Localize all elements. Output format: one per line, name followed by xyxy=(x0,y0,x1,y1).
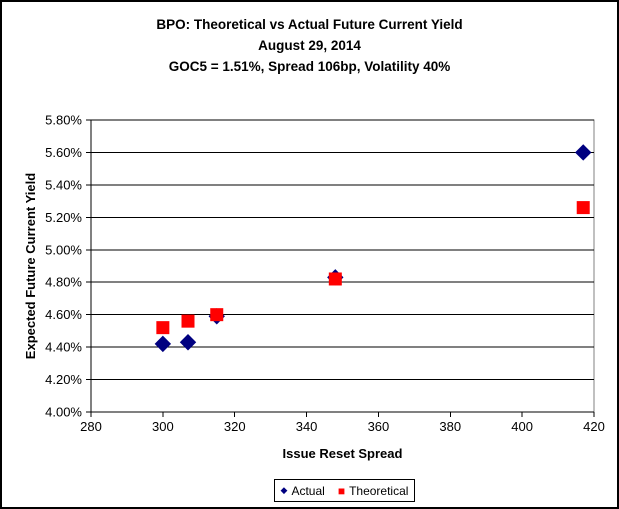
y-tick-label: 4.20% xyxy=(45,372,82,387)
y-tick-label: 4.60% xyxy=(45,307,82,322)
data-point-theoretical xyxy=(156,321,170,335)
chart-subtitle-date: August 29, 2014 xyxy=(258,38,361,53)
legend-item-actual: ◆ Actual xyxy=(281,484,325,498)
y-tick-label: 5.00% xyxy=(45,242,82,257)
square-icon: ■ xyxy=(337,483,346,498)
y-tick-label: 5.60% xyxy=(45,145,82,160)
chart-title-block: BPO: Theoretical vs Actual Future Curren… xyxy=(2,14,617,77)
data-point-theoretical xyxy=(210,308,224,322)
data-point-actual xyxy=(575,144,592,161)
x-tick-label: 340 xyxy=(296,419,318,434)
legend: ◆ Actual ■ Theoretical xyxy=(274,479,415,502)
legend-label-actual: Actual xyxy=(291,483,325,498)
y-tick-label: 4.40% xyxy=(45,340,82,355)
x-tick-label: 380 xyxy=(439,419,461,434)
chart-subtitle-params: GOC5 = 1.51%, Spread 106bp, Volatility 4… xyxy=(168,59,451,74)
y-tick-label: 5.40% xyxy=(45,177,82,192)
x-tick-label: 280 xyxy=(80,419,102,434)
y-tick-label: 5.20% xyxy=(45,210,82,225)
y-tick-label: 4.80% xyxy=(45,275,82,290)
x-axis-title: Issue Reset Spread xyxy=(282,446,403,461)
legend-label-theoretical: Theoretical xyxy=(349,483,409,498)
data-point-theoretical xyxy=(576,201,590,215)
x-tick-label: 300 xyxy=(152,419,174,434)
data-point-actual xyxy=(179,334,197,351)
y-tick-label: 5.80% xyxy=(45,113,82,128)
data-point-theoretical xyxy=(328,272,342,286)
data-point-theoretical xyxy=(181,314,195,328)
data-point-actual xyxy=(154,335,172,353)
x-tick-label: 360 xyxy=(368,419,390,434)
x-tick-label: 420 xyxy=(583,419,605,434)
chart-title: BPO: Theoretical vs Actual Future Curren… xyxy=(156,17,463,32)
y-tick-label: 4.00% xyxy=(45,405,82,420)
x-tick-label: 400 xyxy=(511,419,533,434)
x-tick-label: 320 xyxy=(224,419,246,434)
plot-border xyxy=(90,119,595,413)
diamond-icon: ◆ xyxy=(280,485,288,495)
legend-item-theoretical: ■ Theoretical xyxy=(338,484,409,498)
